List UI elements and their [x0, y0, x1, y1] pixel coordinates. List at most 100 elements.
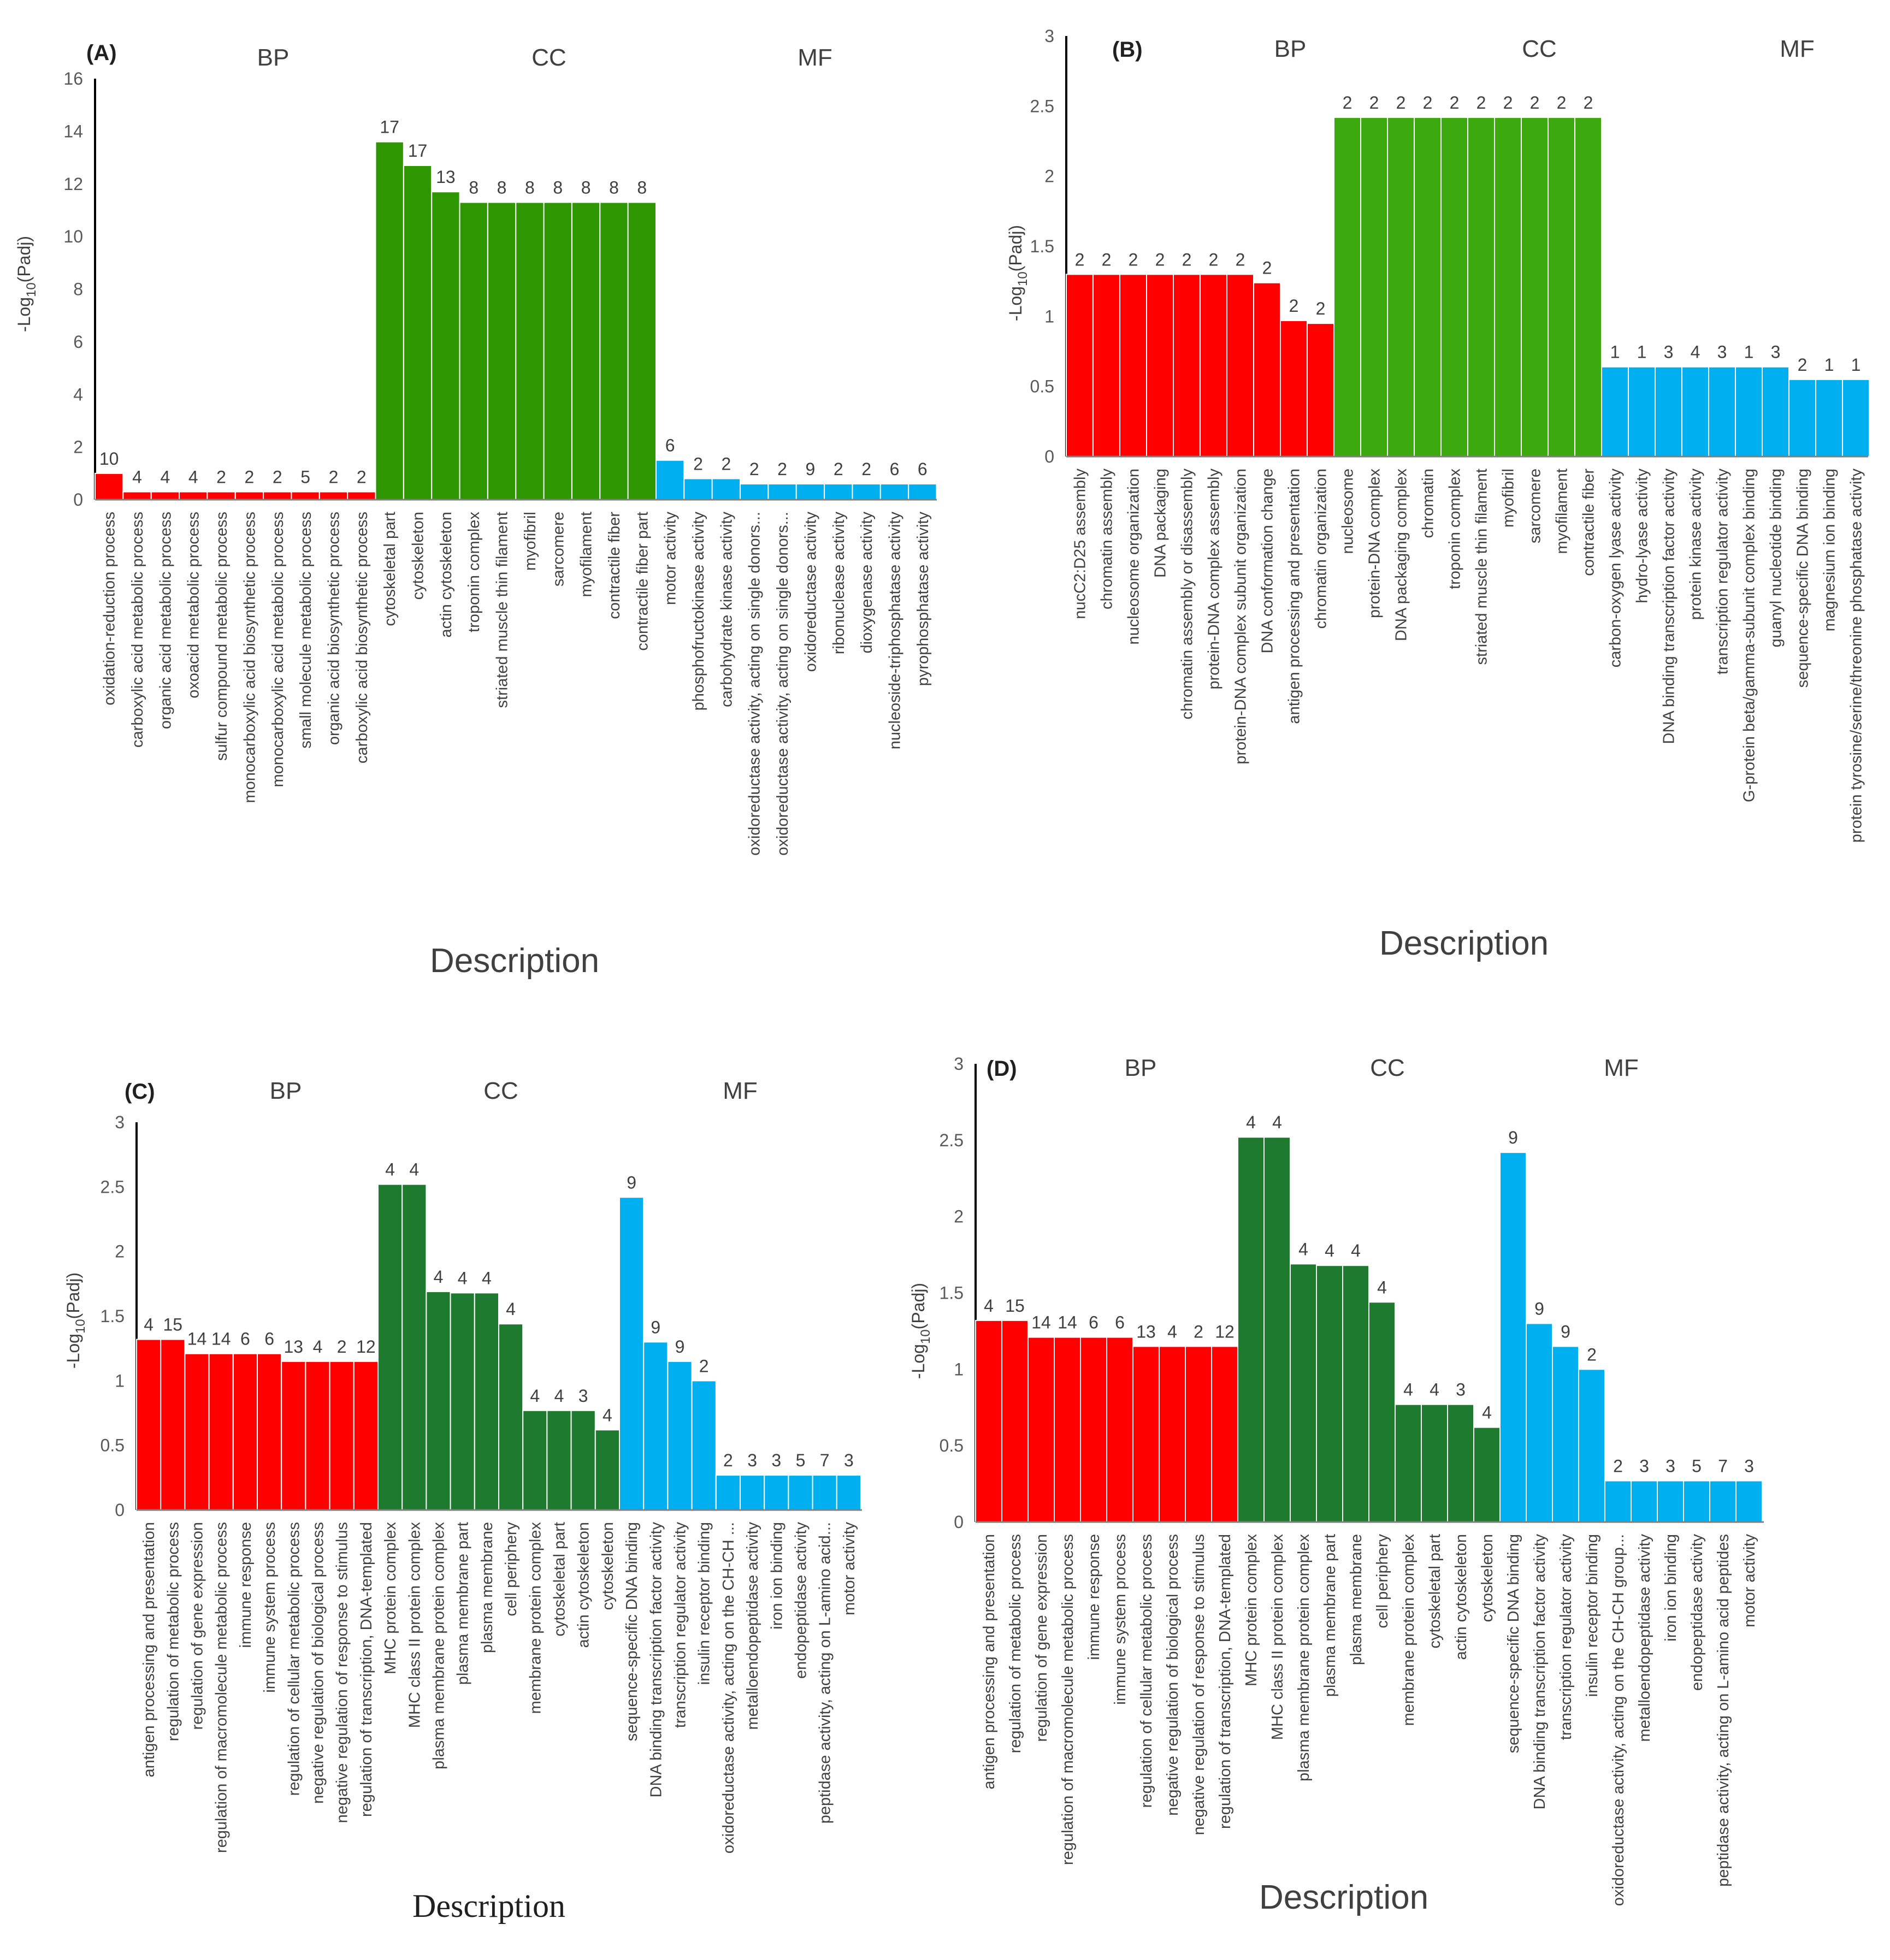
y-tick-label: 16: [63, 69, 83, 88]
bar-cc: [474, 1292, 499, 1511]
x-axis-label: Description: [430, 942, 599, 980]
bar-cc: [1333, 116, 1361, 458]
category-label: carbohydrate kinase activity: [718, 512, 735, 707]
category-label: antigen processing and presentation: [981, 1534, 998, 1790]
bar-cc: [1368, 1301, 1396, 1523]
bar-count-label: 4: [434, 1267, 444, 1287]
bar-count-label: 4: [1430, 1380, 1439, 1400]
category-label: transcription regulator activity: [1714, 469, 1732, 675]
category-label: DNA conformation change: [1259, 469, 1277, 654]
bar-count-label: 2: [1262, 258, 1272, 278]
bar-count-label: 2: [1798, 355, 1808, 375]
category-label: myofilament: [1554, 469, 1571, 554]
bar-count-label: 2: [723, 1450, 733, 1470]
bar-count-label: 9: [1534, 1299, 1544, 1318]
bar-count-label: 4: [1691, 342, 1700, 362]
y-tick-label: 0: [1044, 447, 1054, 466]
category-label: magnesium ion binding: [1821, 469, 1839, 631]
bar-cc: [1467, 116, 1495, 458]
chart-panel-d: (D) 0 0.5 1 1.5 2 2.5 3 -Log10(Padj) 4 antigen pro…: [908, 1054, 1764, 1916]
bar-count-label: 12: [1215, 1322, 1235, 1341]
y-tick-label: 0: [954, 1512, 964, 1532]
bar-count-label: 10: [99, 449, 119, 469]
bar-mf: [812, 1475, 837, 1511]
category-label: cell periphery: [1374, 1534, 1391, 1629]
chart-panel-a: (A)0246810121416-Log10(Padj)10oxidation-…: [14, 41, 937, 980]
category-label: regulation of metabolic process: [1007, 1534, 1024, 1753]
category-label: carboxylic acid metabolic process: [129, 512, 146, 748]
y-tick-label: 10: [63, 227, 83, 246]
bar-count-label: 2: [1423, 93, 1433, 112]
y-tick-label: 2.5: [1030, 96, 1054, 116]
y-tick-label: 0.5: [940, 1436, 964, 1455]
bar-cc: [570, 1410, 596, 1511]
bars: 4 antigen processing and presentation 15 re…: [136, 1160, 862, 1854]
bar-count-label: 4: [603, 1405, 612, 1425]
bar-mf: [908, 483, 937, 501]
bar-cc: [487, 202, 517, 500]
bar-cc: [627, 202, 657, 500]
category-label: negative regulation of biological proces…: [310, 1522, 327, 1804]
group-label-cc: CC: [531, 44, 566, 71]
bar-bp: [136, 1339, 162, 1511]
category-label: cytoskeleton: [599, 1522, 617, 1610]
bar-count-label: 8: [637, 177, 647, 197]
bar-cc: [1494, 116, 1522, 458]
bar-count-label: 4: [1246, 1112, 1256, 1132]
category-label: G-protein beta/gamma-subunit complex bin…: [1741, 469, 1758, 802]
bar-bp: [1307, 323, 1334, 458]
category-label: antigen processing and presentation: [1286, 469, 1303, 724]
group-label-mf: MF: [1604, 1055, 1639, 1081]
category-label: cytoskeletal part: [551, 1522, 569, 1637]
category-label: myofibril: [1500, 469, 1517, 528]
category-label: motor activity: [662, 512, 680, 605]
bar-cc: [450, 1292, 475, 1511]
bar-mf: [1526, 1323, 1553, 1523]
bar-count-label: 13: [436, 167, 456, 187]
category-label: chromatin organization: [1313, 469, 1330, 629]
bar-bp: [1080, 1336, 1107, 1523]
category-label: regulation of metabolic process: [164, 1522, 182, 1741]
y-tick-label: 2: [115, 1242, 125, 1262]
bar-bp: [1027, 1336, 1055, 1523]
y-tick-label: 0: [73, 490, 83, 510]
category-label: DNA packaging complex: [1393, 469, 1410, 641]
category-label: nucleosome: [1339, 469, 1357, 554]
category-label: protein-DNA complex: [1366, 469, 1384, 618]
category-label: guanyl nucleotide binding: [1768, 469, 1785, 647]
bar-bp: [1092, 274, 1120, 457]
bar-count-label: 14: [1058, 1313, 1077, 1333]
bar-count-label: 4: [144, 1315, 153, 1335]
bar-count-label: 2: [1343, 93, 1352, 112]
bar-count-label: 2: [699, 1356, 709, 1376]
bar-count-label: 4: [409, 1160, 419, 1180]
bar-count-label: 4: [1325, 1241, 1334, 1260]
bar-count-label: 4: [313, 1337, 323, 1357]
category-label: actin cytoskeleton: [438, 512, 455, 638]
bars: 4 antigen processing and presentation 15 re…: [975, 1112, 1763, 1906]
bar-mf: [667, 1360, 693, 1511]
category-label: organic acid biosynthetic process: [325, 512, 342, 745]
category-label: oxidoreductase activity, acting on the C…: [1610, 1534, 1627, 1906]
group-label-cc: CC: [1370, 1055, 1405, 1081]
category-label: insulin receptor binding: [1584, 1534, 1601, 1697]
category-label: cytoskeletal part: [1426, 1534, 1444, 1649]
bar-count-label: 2: [1396, 93, 1406, 112]
category-label: dioxygenase activity: [858, 512, 876, 654]
bar-count-label: 1: [1637, 342, 1647, 362]
category-label: nucC2:D25 assembly: [1072, 469, 1089, 619]
bar-mf: [619, 1197, 645, 1511]
bar-cc: [1237, 1136, 1265, 1523]
bar-count-label: 8: [469, 177, 479, 197]
bar-count-label: 9: [675, 1337, 685, 1357]
bar-count-label: 6: [1089, 1313, 1098, 1333]
category-label: myofibril: [522, 512, 539, 571]
bar-count-label: 4: [1167, 1322, 1177, 1341]
bar-mf: [1709, 1480, 1737, 1523]
bar-cc: [1316, 1265, 1343, 1523]
category-label: pyrophosphatase activity: [914, 512, 932, 686]
category-label: oxidoreductase activity, acting on singl…: [774, 512, 792, 856]
bar-bp: [1200, 274, 1227, 457]
y-tick-label: 0: [115, 1500, 125, 1520]
